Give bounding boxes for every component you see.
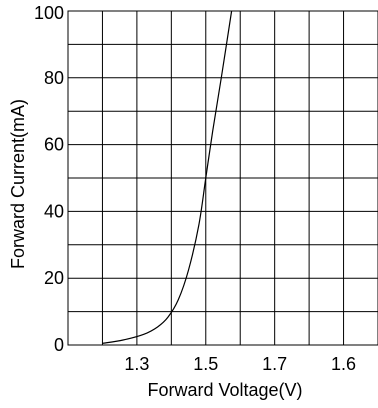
y-axis-title: Forward Current(mA) (8, 99, 28, 269)
plot-frame (67, 10, 378, 346)
series-line (102, 10, 233, 344)
y-tick-label: 0 (54, 335, 64, 355)
y-tick-label: 100 (34, 3, 64, 23)
x-tick-label: 1.7 (262, 354, 287, 374)
y-tick-label: 80 (44, 68, 64, 88)
y-tick-label: 20 (44, 268, 64, 288)
grid-lines (68, 11, 378, 345)
x-tick-labels: 1.3 1.5 1.7 1.6 (124, 354, 356, 374)
y-tick-label: 40 (44, 201, 64, 221)
x-axis-title: Forward Voltage(V) (147, 380, 302, 400)
y-tick-labels: 0 20 40 60 80 100 (34, 3, 64, 355)
x-tick-label: 1.5 (193, 354, 218, 374)
x-tick-label: 1.6 (331, 354, 356, 374)
y-tick-label: 60 (44, 135, 64, 155)
x-tick-label: 1.3 (124, 354, 149, 374)
